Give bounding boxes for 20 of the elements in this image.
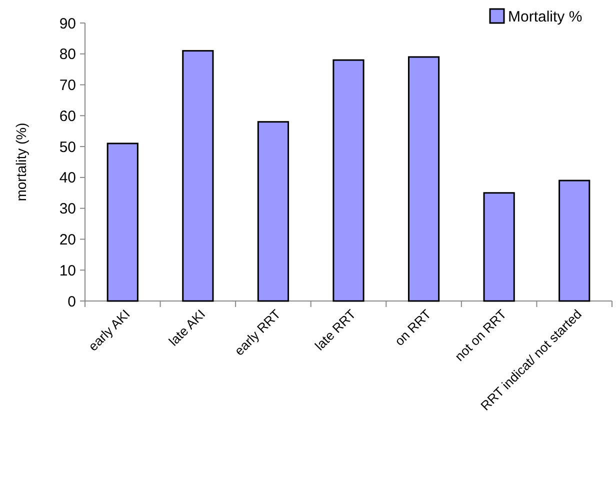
y-tick-label: 0	[68, 293, 76, 310]
bar	[257, 121, 290, 302]
y-tick-label: 30	[59, 200, 76, 218]
bar	[106, 142, 138, 302]
y-tick-label: 50	[59, 138, 76, 156]
y-tick-label: 80	[59, 46, 76, 64]
legend-label: Mortality %	[508, 8, 582, 26]
bar	[332, 59, 364, 302]
bar	[558, 180, 590, 302]
y-tick-label: 10	[59, 262, 76, 280]
bar	[483, 192, 515, 302]
bar	[182, 50, 214, 302]
y-axis-title: mortality (%)	[13, 122, 29, 202]
y-tick-label: 60	[59, 108, 76, 125]
y-tick-label: 70	[59, 77, 76, 94]
y-tick-label: 40	[59, 170, 76, 187]
y-tick-label: 20	[59, 231, 76, 248]
y-tick-label: 90	[59, 15, 76, 32]
x-tick-label: late AKI	[166, 306, 208, 349]
bar	[408, 56, 440, 302]
